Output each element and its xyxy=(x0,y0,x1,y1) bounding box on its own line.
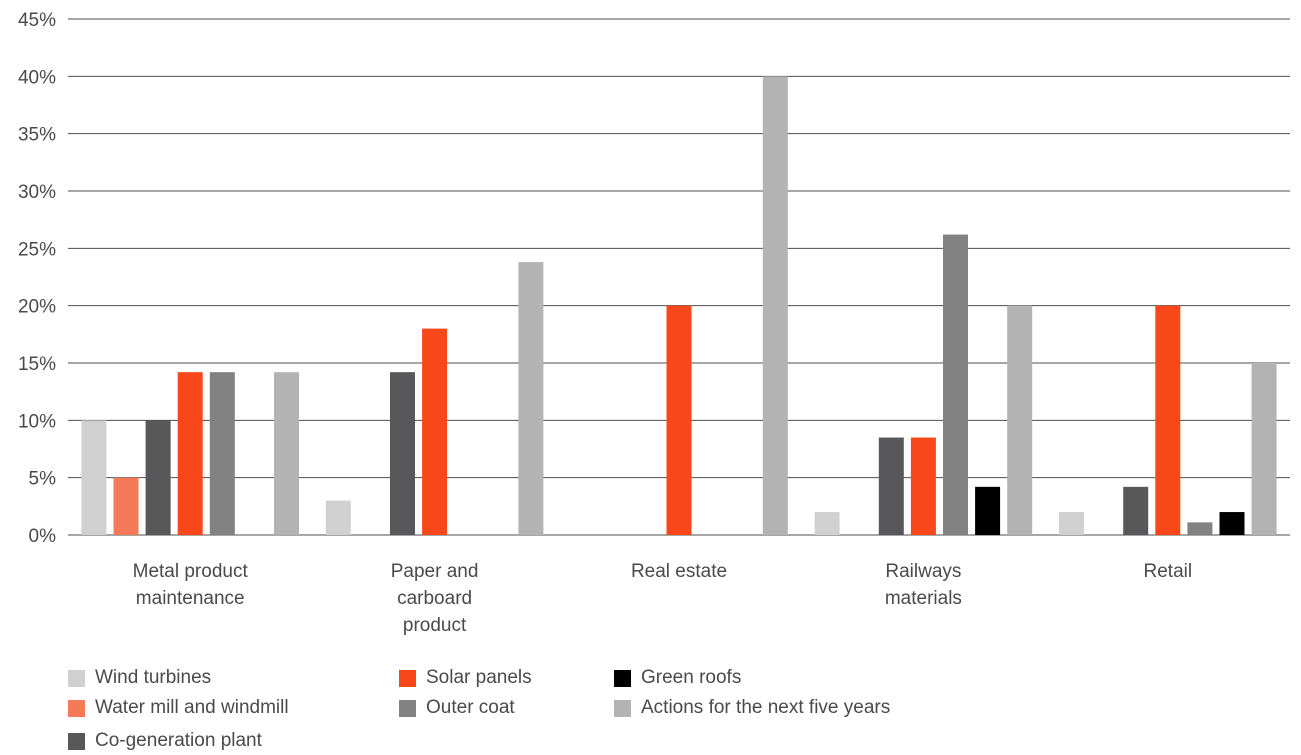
bar xyxy=(1187,522,1213,535)
category-label: Retail xyxy=(1144,561,1193,582)
category-label: Paper and carboard product xyxy=(391,561,479,636)
bar xyxy=(145,420,171,535)
bar xyxy=(666,305,692,535)
bar xyxy=(81,420,107,535)
bar xyxy=(518,262,544,535)
y-tick-label: 20% xyxy=(18,297,56,318)
y-tick-label: 35% xyxy=(18,125,56,146)
bar xyxy=(814,512,840,535)
bar xyxy=(975,486,1001,535)
category-label: Metal product maintenance xyxy=(133,561,249,609)
bar xyxy=(1059,512,1084,535)
y-axis-tick-labels: 0% 5% 10% 15% 20% 25% 30% 35% 40% 45% xyxy=(18,10,56,547)
bar xyxy=(1251,363,1277,535)
y-tick-label: 10% xyxy=(18,411,56,432)
bar xyxy=(325,500,351,535)
bar xyxy=(762,76,788,535)
x-axis-category-labels: Metal product maintenance Paper and carboar… xyxy=(133,561,1192,636)
y-tick-label: 15% xyxy=(18,354,56,375)
bar xyxy=(422,328,448,535)
y-tick-label: 40% xyxy=(18,67,56,88)
bar xyxy=(1007,305,1033,535)
bar xyxy=(209,372,235,535)
bar xyxy=(1123,486,1149,535)
y-tick-label: 25% xyxy=(18,239,56,260)
y-tick-label: 45% xyxy=(18,10,56,31)
bar xyxy=(177,372,203,535)
bars xyxy=(81,76,1277,535)
bar xyxy=(274,372,299,535)
category-label: Real estate xyxy=(631,561,727,582)
bar xyxy=(113,477,139,535)
bar xyxy=(1219,512,1245,535)
category-label: Railways materials xyxy=(885,561,962,609)
bar xyxy=(943,234,968,535)
y-tick-label: 5% xyxy=(29,469,57,490)
bar xyxy=(910,437,936,535)
y-tick-label: 30% xyxy=(18,182,56,203)
bar xyxy=(1155,305,1181,535)
bar xyxy=(878,437,904,535)
y-tick-label: 0% xyxy=(29,526,57,547)
bar xyxy=(390,372,415,535)
